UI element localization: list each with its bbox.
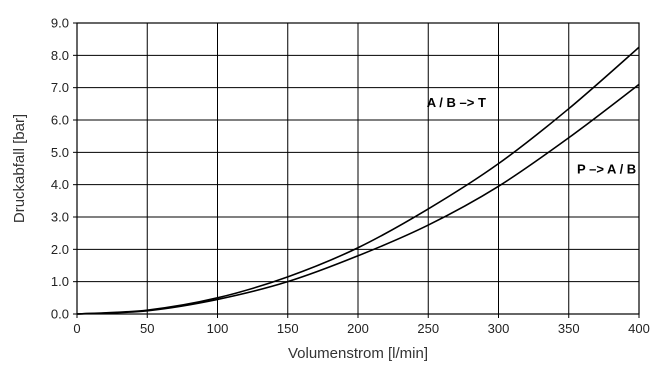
grid xyxy=(73,22,640,318)
x-tick-label: 0 xyxy=(73,321,80,336)
x-tick-label: 150 xyxy=(277,321,299,336)
series-label-p-to-ab: P –> A / B xyxy=(577,161,636,176)
x-tick-label: 400 xyxy=(628,321,650,336)
y-tick-labels: 0.0 1.0 2.0 3.0 4.0 5.0 6.0 7.0 8.0 9.0 xyxy=(51,16,69,322)
x-tick-label: 100 xyxy=(207,321,229,336)
y-tick-label: 1.0 xyxy=(51,274,69,289)
y-tick-label: 7.0 xyxy=(51,80,69,95)
y-tick-label: 6.0 xyxy=(51,113,69,128)
x-tick-label: 200 xyxy=(347,321,369,336)
y-tick-label: 9.0 xyxy=(51,16,69,31)
y-tick-label: 5.0 xyxy=(51,145,69,160)
y-tick-label: 4.0 xyxy=(51,177,69,192)
x-tick-label: 50 xyxy=(140,321,154,336)
series-line-ab-to-t xyxy=(76,46,640,315)
x-tick-label: 300 xyxy=(488,321,510,336)
y-tick-label: 8.0 xyxy=(51,48,69,63)
series-label-ab-to-t: A / B –> T xyxy=(427,95,486,110)
y-axis-title: Druckabfall [bar] xyxy=(11,114,28,223)
y-tick-label: 3.0 xyxy=(51,210,69,225)
x-axis-title: Volumenstrom [l/min] xyxy=(288,345,428,362)
plot-frame xyxy=(76,22,640,315)
x-tick-label: 350 xyxy=(558,321,580,336)
y-tick-label: 2.0 xyxy=(51,242,69,257)
series-lines xyxy=(76,46,640,315)
y-tick-label: 0.0 xyxy=(51,307,69,322)
series-labels: A / B –> T P –> A / B xyxy=(427,95,636,176)
series-line-p-to-ab xyxy=(76,83,640,315)
x-tick-label: 250 xyxy=(417,321,439,336)
x-tick-labels: 0 50 100 150 200 250 300 350 400 xyxy=(73,321,649,336)
